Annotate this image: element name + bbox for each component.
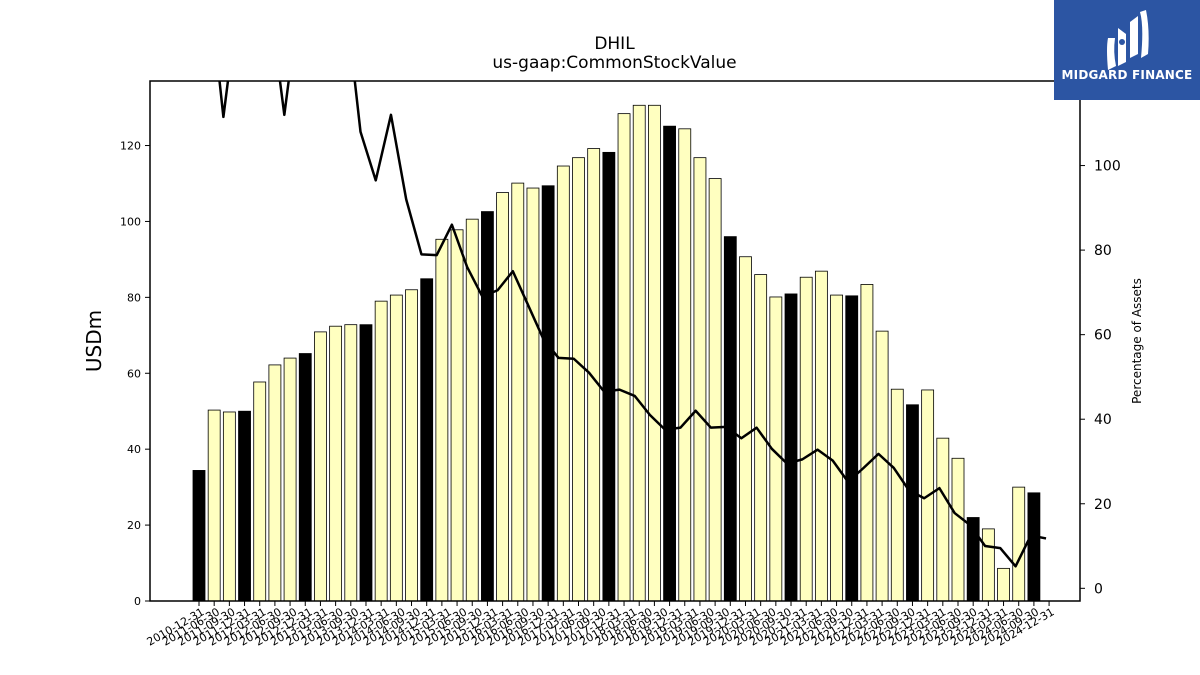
line-series [218,81,1047,568]
bar [192,470,206,602]
bar [314,331,327,602]
left-tick-label: 80 [127,291,141,304]
bar [450,229,464,602]
bar [814,270,828,602]
bar [663,125,676,602]
bar [389,294,403,602]
percentage-line [218,81,1047,568]
bar [405,289,418,602]
bar [648,104,661,602]
bar [890,388,904,602]
y-axis-label: USDm [82,310,106,372]
bar [860,284,874,602]
bar [875,330,889,602]
bar-series [192,104,1041,602]
bar [207,409,221,602]
right-y-axis: 0 20 40 60 80 100 [1080,159,1121,597]
bar [253,381,267,602]
bar [1027,492,1041,602]
bar [374,300,388,602]
bar [708,178,722,602]
bar [359,324,373,602]
left-tick-label: 120 [120,140,141,153]
left-tick-label: 0 [134,595,141,608]
left-tick-label: 60 [127,367,141,380]
bar [602,151,616,602]
left-tick-label: 100 [120,215,141,228]
left-tick-label: 40 [127,443,141,456]
bar [541,185,555,602]
midgard-finance-logo: MIDGARD FINANCE [1054,0,1200,100]
x-axis: 2010-12-312011-06-302011-09-302011-12-31… [145,601,1057,649]
bar [617,113,631,602]
bar [420,278,434,602]
bar [951,457,965,602]
bar [936,437,950,602]
bar [906,404,919,602]
bar [222,411,236,602]
bar [435,238,449,602]
right-tick-label: 0 [1094,581,1103,597]
bar [511,182,525,602]
logo-text: MIDGARD FINANCE [1061,68,1193,82]
right-tick-label: 100 [1094,159,1121,175]
bar [723,236,737,602]
left-tick-label: 20 [127,519,141,532]
bar [981,528,995,602]
bar [329,325,343,602]
bar [1012,486,1026,602]
bar [496,192,510,602]
right-tick-label: 60 [1094,328,1112,344]
bar [526,187,540,602]
bar [298,353,312,602]
right-tick-label: 80 [1094,243,1112,259]
bar [845,295,859,602]
right-tick-label: 20 [1094,497,1112,513]
bar [283,357,297,602]
right-tick-label: 40 [1094,412,1112,428]
bar [799,276,813,602]
bar [268,364,282,602]
bar [997,567,1010,602]
bar [344,324,358,602]
bar [238,410,251,602]
bar [632,104,646,602]
y2-axis-label: Percentage of Assets [1130,278,1144,404]
logo-mark-icon [1107,10,1149,70]
chart-title: DHIL [594,34,635,54]
bar [556,165,570,602]
plot-frame [149,80,1081,602]
bar [830,294,843,602]
bar [572,157,585,602]
bar [739,256,752,602]
bar [784,293,798,602]
bar [678,128,692,602]
left-y-axis: 0 20 40 60 80 100 120 [120,140,150,608]
chart-subtitle: us-gaap:CommonStockValue [492,53,736,73]
bar [693,157,707,602]
bar [481,211,494,602]
